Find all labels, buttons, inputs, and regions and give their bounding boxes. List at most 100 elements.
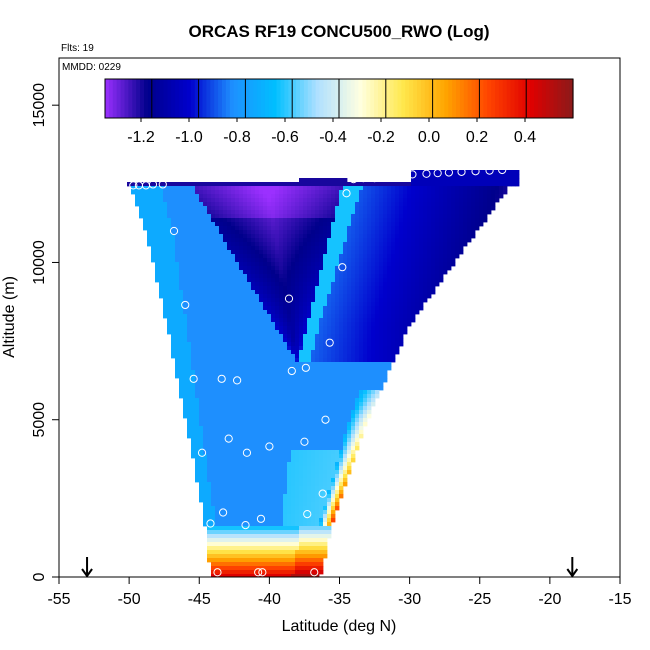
field-cell xyxy=(227,210,232,215)
field-cell xyxy=(447,194,452,199)
field-cell xyxy=(411,194,416,199)
field-cell xyxy=(379,330,384,335)
field-cell xyxy=(167,190,172,195)
field-cell xyxy=(167,270,172,275)
field-cell xyxy=(363,390,368,395)
field-cell xyxy=(327,374,332,379)
field-cell xyxy=(223,370,228,375)
field-cell xyxy=(287,318,292,323)
field-cell xyxy=(171,338,176,343)
field-cell xyxy=(339,454,344,459)
field-cell xyxy=(291,226,296,231)
field-cell xyxy=(403,242,408,247)
field-cell xyxy=(239,230,244,235)
field-cell xyxy=(267,258,272,263)
field-cell xyxy=(299,274,304,279)
field-cell xyxy=(267,298,272,303)
field-cell xyxy=(511,170,516,175)
field-cell xyxy=(287,222,292,227)
field-cell xyxy=(359,210,364,215)
field-cell xyxy=(255,406,260,411)
field-cell xyxy=(299,266,304,271)
field-cell xyxy=(291,258,296,263)
field-cell xyxy=(415,186,420,191)
field-cell xyxy=(347,230,352,235)
field-cell xyxy=(411,306,416,311)
field-cell xyxy=(299,318,304,323)
field-cell xyxy=(415,302,420,307)
field-cell xyxy=(343,282,348,287)
field-cell xyxy=(195,418,200,423)
field-cell xyxy=(379,302,384,307)
field-cell xyxy=(283,334,288,339)
field-cell xyxy=(171,246,176,251)
field-cell xyxy=(343,378,348,383)
field-cell xyxy=(427,246,432,251)
field-cell xyxy=(399,230,404,235)
field-cell xyxy=(411,286,416,291)
field-cell xyxy=(271,246,276,251)
field-cell xyxy=(323,410,328,415)
field-cell xyxy=(415,174,420,179)
field-cell xyxy=(431,170,436,175)
field-cell xyxy=(243,386,248,391)
field-cell xyxy=(295,322,300,327)
field-cell xyxy=(219,486,224,491)
field-cell xyxy=(195,374,200,379)
field-cell xyxy=(235,322,240,327)
field-cell xyxy=(227,370,232,375)
field-cell xyxy=(263,442,268,447)
field-cell xyxy=(183,318,188,323)
field-cell xyxy=(351,270,356,275)
field-cell xyxy=(303,282,308,287)
field-cell xyxy=(303,406,308,411)
field-cell xyxy=(379,210,384,215)
field-cell xyxy=(271,222,276,227)
field-cell xyxy=(339,186,344,191)
field-cell xyxy=(427,242,432,247)
field-cell xyxy=(223,442,228,447)
field-cell xyxy=(239,474,244,479)
field-cell xyxy=(387,366,392,371)
field-cell xyxy=(243,322,248,327)
field-cell xyxy=(307,362,312,367)
field-cell xyxy=(355,434,360,439)
field-cell xyxy=(363,358,368,363)
field-cell xyxy=(231,418,236,423)
field-cell xyxy=(271,478,276,483)
field-cell xyxy=(231,354,236,359)
field-cell xyxy=(327,286,332,291)
field-cell xyxy=(387,202,392,207)
field-cell xyxy=(255,442,260,447)
field-cell xyxy=(171,278,176,283)
field-cell xyxy=(251,250,256,255)
field-cell xyxy=(343,222,348,227)
field-cell xyxy=(247,254,252,259)
field-cell xyxy=(215,374,220,379)
field-cell xyxy=(459,186,464,191)
field-cell xyxy=(287,498,292,503)
field-cell xyxy=(263,342,268,347)
field-cell xyxy=(347,306,352,311)
field-cell xyxy=(239,478,244,483)
field-cell xyxy=(243,482,248,487)
field-cell xyxy=(435,170,440,175)
field-cell xyxy=(279,330,284,335)
field-cell xyxy=(207,406,212,411)
field-cell xyxy=(215,366,220,371)
field-cell xyxy=(239,314,244,319)
field-cell xyxy=(331,210,336,215)
field-cell xyxy=(191,318,196,323)
field-cell xyxy=(311,310,316,315)
field-cell xyxy=(199,462,204,467)
field-cell xyxy=(223,490,228,495)
field-cell xyxy=(327,278,332,283)
field-cell xyxy=(219,222,224,227)
field-cell xyxy=(299,278,304,283)
field-cell xyxy=(207,430,212,435)
field-cell xyxy=(215,466,220,471)
field-cell xyxy=(243,378,248,383)
field-cell xyxy=(211,378,216,383)
field-cell xyxy=(275,494,280,499)
field-cell xyxy=(259,502,264,507)
